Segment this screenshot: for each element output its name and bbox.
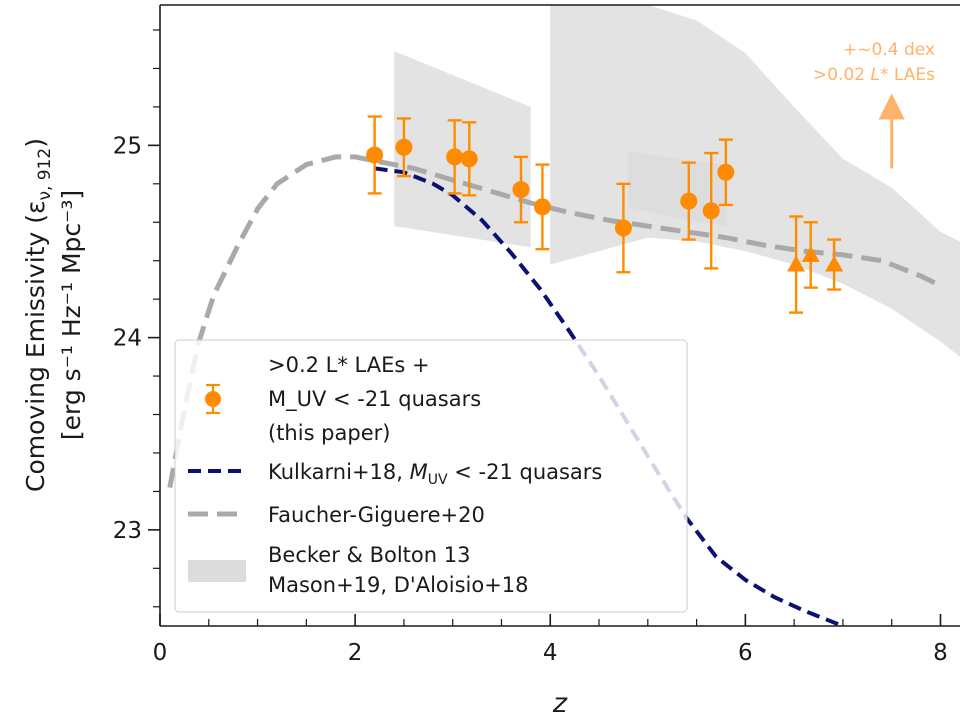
shaded-band-0 [394,51,531,248]
legend-label-kulkarni: Kulkarni+18, MUV < -21 quasars [268,460,602,488]
triangle-marker [801,245,820,262]
y-tick-label: 25 [113,133,142,159]
data-point-12 [825,238,844,291]
data-point-11 [801,221,820,289]
circle-marker [702,202,720,220]
circle-marker [512,181,530,199]
data-point-6 [614,182,632,274]
x-axis-label: z [552,688,568,717]
data-point-7 [680,161,698,241]
legend-label-becker-line1: Becker & Bolton 13 [268,543,470,567]
legend-label-this-paper-line2: M_UV < -21 quasars [268,387,481,412]
circle-marker [680,192,698,210]
circle-marker [717,163,735,181]
shaded-band-2 [628,151,726,227]
circle-marker [614,219,632,237]
y-axis-label-line1: Comoving Emissivity (εν, 912) [21,138,55,492]
legend-box [174,339,688,613]
data-point-0 [366,115,384,195]
data-point-4 [512,155,530,224]
x-tick-label: 2 [348,640,363,666]
annotation-arrow [878,93,905,169]
faucher-giguere-line [167,154,942,489]
data-point-1 [395,117,413,178]
triangle-marker [825,255,844,272]
data-point-2 [446,119,464,195]
legend-label-this-paper-line3: (this paper) [268,421,390,445]
circle-marker [395,138,413,156]
x-tick-label: 6 [738,640,753,666]
x-ticks: 0 2 4 6 8 [153,614,948,666]
legend-label-becker-line2: Mason+19, D'Aloisio+18 [268,573,529,597]
data-point-5 [533,163,551,251]
circle-marker [446,148,464,166]
annotation-line2: >0.02 L* LAEs [813,65,935,85]
circle-marker [533,198,551,216]
legend-label-this-paper-line1: >0.2 L* LAEs + [268,353,430,377]
y-ticks: 23 24 25 [113,29,160,608]
y-tick-label: 23 [113,518,142,544]
faucher-giguere-line-layer [167,154,942,489]
data-point-10 [787,215,806,314]
legend-label-faucher: Faucher-Giguere+20 [268,503,485,527]
x-tick-label: 8 [933,640,948,666]
legend-band-symbol [188,560,246,582]
y-tick-label: 24 [113,326,142,352]
legend-point-symbol [205,391,221,407]
triangle-marker [787,255,806,272]
y-axis-label-line2: [erg s⁻¹ Hz⁻¹ Mpc⁻³] [57,190,86,440]
data-point-9 [717,138,735,207]
x-tick-label: 0 [153,640,168,666]
legend: >0.2 L* LAEs + M_UV < -21 quasars (this … [174,339,688,613]
annotation: +~0.4 dex >0.02 L* LAEs [813,40,935,169]
data-point-8 [702,151,720,270]
x-tick-label: 4 [543,640,558,666]
shaded-bands [394,5,960,357]
arrow-head [878,93,905,120]
circle-marker [460,150,478,168]
shaded-band-1 [550,5,960,357]
annotation-line1: +~0.4 dex [843,40,935,60]
data-points-layer [366,115,844,314]
circle-marker [366,146,384,164]
data-point-3 [460,121,478,197]
